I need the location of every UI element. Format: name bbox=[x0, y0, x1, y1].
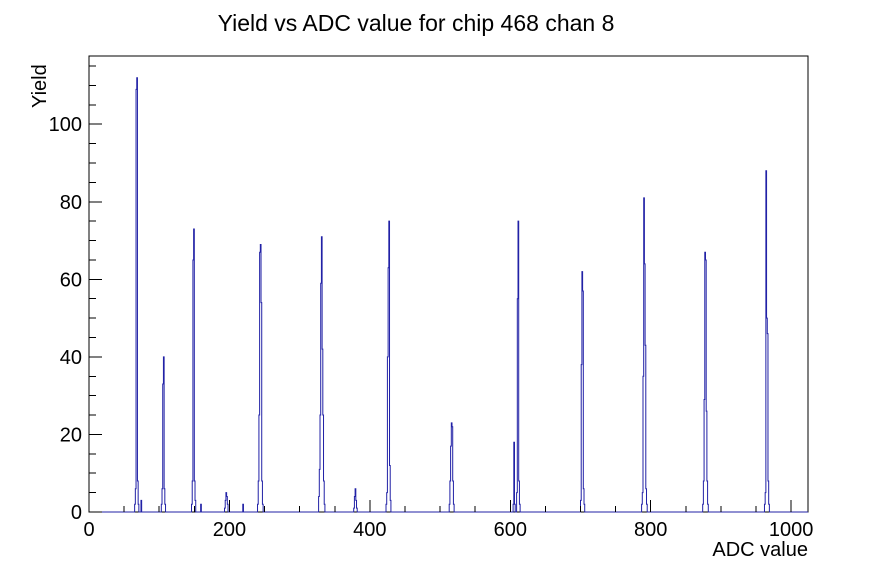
y-tick-label: 20 bbox=[60, 424, 82, 446]
y-axis-ticks bbox=[89, 65, 102, 513]
x-tick-label: 0 bbox=[83, 519, 94, 541]
y-axis-title: Yield bbox=[29, 64, 51, 108]
y-tick-label: 100 bbox=[49, 114, 82, 136]
x-tick-label: 800 bbox=[634, 519, 667, 541]
y-tick-label: 40 bbox=[60, 347, 82, 369]
x-tick-label: 200 bbox=[213, 519, 246, 541]
x-tick-label: 400 bbox=[353, 519, 386, 541]
y-tick-label: 60 bbox=[60, 269, 82, 291]
x-tick-label: 600 bbox=[494, 519, 527, 541]
x-tick-labels: 0 200 400 600 800 1000 bbox=[83, 519, 813, 541]
x-axis-ticks bbox=[88, 500, 792, 512]
y-tick-label: 0 bbox=[71, 502, 82, 524]
x-tick-label: 1000 bbox=[769, 519, 814, 541]
y-tick-labels: 0 20 40 60 80 100 bbox=[49, 114, 82, 524]
x-axis-title: ADC value bbox=[712, 539, 808, 561]
histogram-line bbox=[89, 77, 808, 513]
plot-title: Yield vs ADC value for chip 468 chan 8 bbox=[218, 10, 615, 36]
y-tick-label: 80 bbox=[60, 192, 82, 214]
plot-frame bbox=[88, 55, 809, 513]
